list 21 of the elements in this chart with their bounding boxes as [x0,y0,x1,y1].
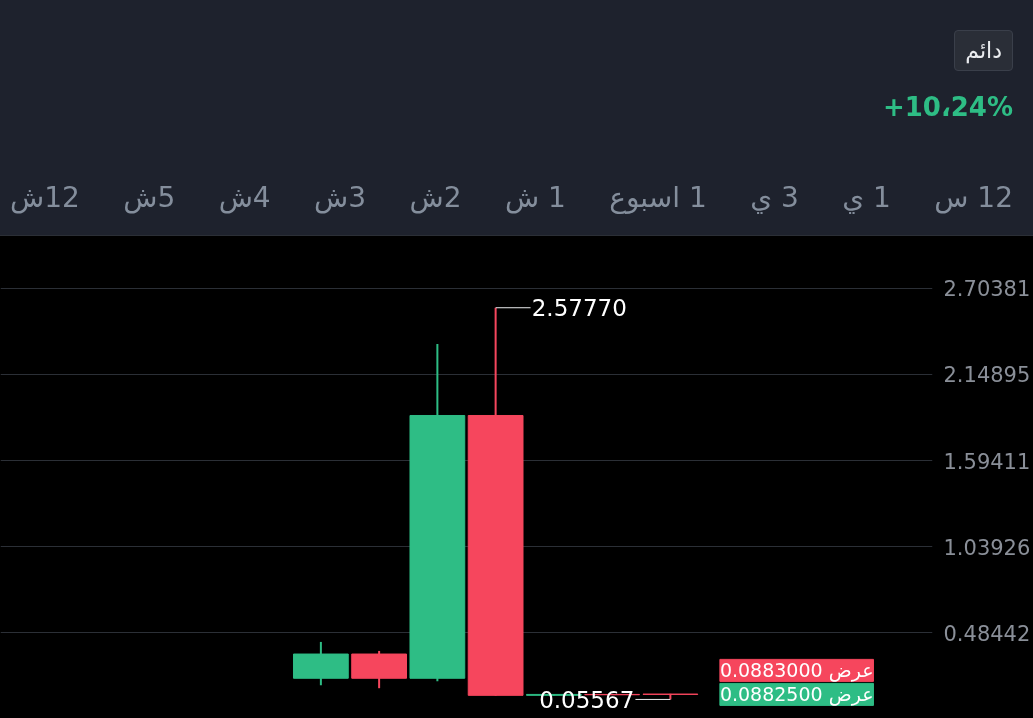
annotation: عرض 0.0882500 [719,683,874,707]
text: 2ش [409,180,462,216]
text: دائم [954,30,1013,72]
y-tick-label: 0.48442 [943,621,1031,646]
y-tick-label: 1.03926 [943,535,1031,560]
annotation: 0.05567 [539,686,635,713]
text: 3ش [314,180,367,216]
text: 12 س [934,180,1013,216]
text: +10،24% [882,91,1013,125]
text: 3 ي [750,180,799,216]
y-tick-label: 1.59411 [943,449,1031,474]
text: 4ش [218,180,271,216]
text: 1 اسبوع [609,180,707,216]
text: 1 ي [842,180,891,216]
y-tick-label: 2.70381 [943,277,1031,302]
annotation: 2.57770 [531,295,627,322]
annotation: عرض 0.0883000 [719,659,874,683]
text: 12ش [10,180,80,216]
y-tick-label: 2.14895 [943,363,1031,388]
text: 1 ش [504,180,566,216]
text: 5ش [123,180,176,216]
